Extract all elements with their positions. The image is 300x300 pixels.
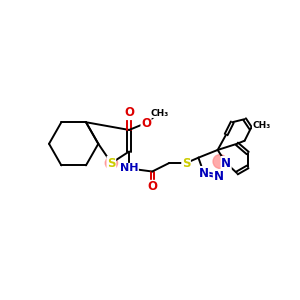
Text: NH: NH [120, 164, 138, 173]
Text: O: O [124, 106, 134, 119]
Text: S: S [182, 157, 190, 169]
Text: O: O [147, 180, 157, 194]
Text: S: S [107, 157, 116, 169]
Text: N: N [213, 169, 224, 183]
Text: CH₃: CH₃ [252, 121, 271, 130]
Text: O: O [141, 116, 151, 130]
Circle shape [213, 154, 227, 168]
Text: CH₃: CH₃ [150, 109, 168, 118]
Text: N: N [221, 157, 231, 169]
Circle shape [105, 157, 118, 169]
Text: N: N [199, 167, 209, 180]
